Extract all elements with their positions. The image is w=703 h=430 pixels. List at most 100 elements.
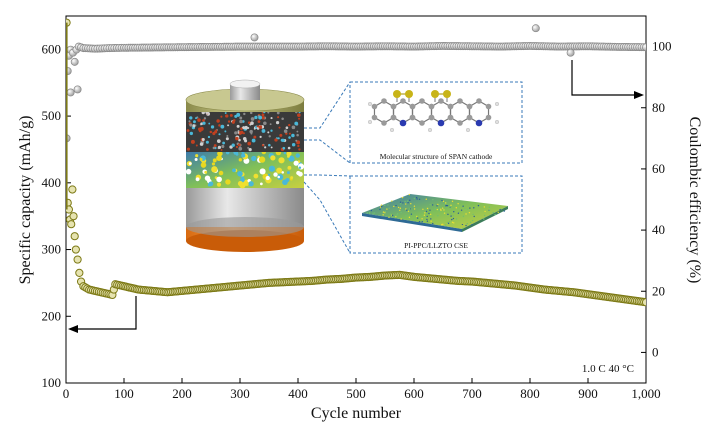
y-axis-title: Specific capacity (mAh/g) [17, 116, 34, 285]
electrolyte-particle [298, 166, 302, 169]
film-particle [408, 208, 411, 210]
cathode-particle [298, 148, 301, 151]
film-particle [471, 224, 473, 226]
cathode-particle [249, 129, 253, 134]
film-particle [401, 196, 404, 199]
film-particle [439, 210, 441, 212]
carbon-atom [457, 120, 463, 126]
electrolyte-particle [194, 158, 198, 162]
film-particle [395, 215, 397, 218]
electrolyte-particle [200, 162, 207, 168]
film-particle [413, 197, 416, 200]
film-particle [441, 223, 443, 226]
film-particle [494, 213, 496, 216]
y-tick-label: 200 [42, 308, 62, 323]
film-particle [410, 203, 412, 205]
cathode-particle [224, 130, 227, 133]
cathode-particle [270, 117, 273, 120]
film-particle [421, 218, 423, 220]
film-particle [421, 220, 423, 223]
cathode-particle [224, 112, 227, 115]
electrolyte-particle [277, 174, 284, 181]
film-particle [450, 204, 452, 207]
film-particle [441, 199, 443, 202]
cathode-particle [220, 124, 225, 129]
film-particle [461, 223, 464, 226]
carbon-atom [419, 120, 425, 126]
film-particle [408, 216, 411, 219]
film-particle [382, 214, 384, 216]
film-particle [399, 207, 402, 209]
film-particle [445, 202, 447, 204]
electrolyte-particle [195, 154, 199, 158]
cathode-particle [288, 123, 291, 127]
electrolyte-particle [241, 153, 246, 158]
cathode-particle [270, 129, 273, 132]
cathode-particle [238, 146, 243, 151]
film-particle [484, 210, 486, 213]
film-particle [426, 207, 429, 210]
carbon-atom [485, 103, 492, 110]
electrolyte-particle [251, 155, 257, 162]
cathode-particle [195, 144, 198, 147]
film-particle [446, 221, 449, 224]
film-particle [469, 221, 472, 224]
electrolyte-particle [282, 179, 288, 186]
carbon-atom [371, 114, 378, 121]
film-particle [396, 213, 398, 216]
electrolyte-particle [185, 168, 192, 175]
cathode-particle [297, 113, 301, 117]
film-particle [379, 206, 382, 208]
x-tick-label: 300 [230, 386, 250, 401]
cathode-particle [253, 127, 256, 130]
electrolyte-particle [237, 170, 243, 177]
series-coulombic-efficiency [66, 24, 646, 143]
electrolyte-particle [218, 170, 224, 176]
film-particle [449, 206, 451, 208]
carbon-atom [485, 114, 492, 121]
film-particle [468, 211, 471, 214]
cathode-particle [238, 138, 241, 142]
y-tick-label: 300 [42, 242, 62, 257]
film-particle [429, 209, 431, 211]
film-particle [388, 216, 390, 218]
film-particle [428, 212, 430, 215]
cathode-particle [215, 129, 218, 132]
film-particle [389, 213, 392, 215]
cathode-particle [297, 144, 300, 148]
cathode-particle [231, 120, 235, 124]
film-particle [407, 210, 410, 213]
film-particle [418, 198, 421, 200]
film-particle [451, 221, 454, 224]
cathode-particle [216, 139, 221, 143]
cathode-particle [249, 111, 253, 115]
film-particle [406, 200, 409, 202]
film-particle [436, 205, 438, 207]
film-particle [402, 202, 404, 204]
x-axis-title: Cycle number [311, 405, 402, 422]
film-particle [399, 209, 401, 211]
film-particle [466, 222, 468, 225]
electrolyte-particle [276, 167, 283, 174]
film-particle [430, 218, 432, 220]
cathode-particle [208, 122, 211, 125]
film-particle [429, 213, 432, 216]
electrolyte-particle [293, 160, 299, 166]
x-tick-label: 700 [462, 386, 482, 401]
film-particle [384, 204, 386, 206]
cathode-particle [250, 117, 255, 121]
film-particle [366, 212, 369, 214]
molecule-caption: Molecular structure of SPAN cathode [380, 152, 493, 161]
film-particle [405, 215, 407, 217]
cathode-particle [213, 144, 217, 148]
cathode-particle [288, 132, 291, 135]
hydrogen-atom [495, 119, 500, 124]
film-particle [373, 212, 376, 214]
film-particle [492, 211, 494, 214]
electrolyte-particle [265, 175, 270, 181]
cathode-particle [207, 135, 211, 139]
film-particle [452, 215, 454, 217]
carbon-atom [476, 98, 482, 104]
cathode-particle [278, 126, 281, 129]
film-particle [499, 208, 501, 211]
